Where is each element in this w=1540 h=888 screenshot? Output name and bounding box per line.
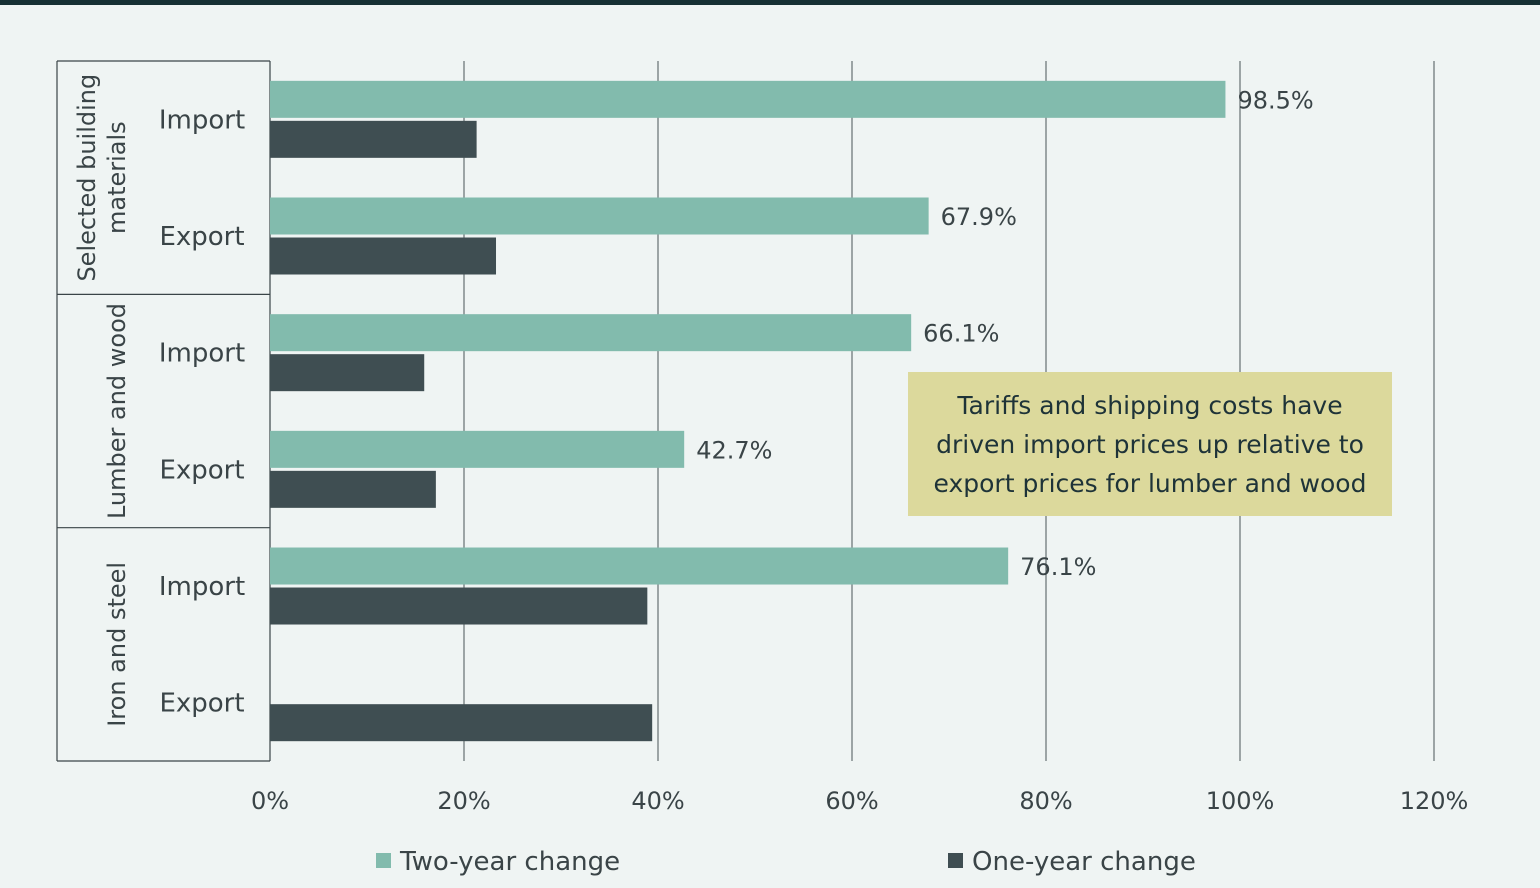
group-label: Selected buildingmaterials <box>73 74 131 282</box>
bar-one-year <box>270 704 653 742</box>
bar-one-year <box>270 120 477 158</box>
x-tick-label: 40% <box>631 787 684 815</box>
legend-swatch <box>948 853 963 868</box>
x-axis-ticks: 0% 20% 40% 60% 80% 100% 120% <box>251 787 1468 815</box>
x-tick-label: 80% <box>1019 787 1072 815</box>
bars <box>270 80 1226 742</box>
bar-two-year <box>270 80 1226 118</box>
category-label: Import <box>159 105 245 135</box>
group-label: Lumber and wood <box>103 303 131 519</box>
x-tick-label: 20% <box>437 787 490 815</box>
top-rule <box>0 0 1540 5</box>
group-label-line: materials <box>103 121 131 234</box>
group-label: Iron and steel <box>103 562 131 727</box>
gridlines <box>463 61 1435 761</box>
legend-label: One-year change <box>972 847 1196 877</box>
category-label: Export <box>159 689 244 719</box>
data-label: 76.1% <box>1020 553 1096 581</box>
data-label: 67.9% <box>941 203 1017 231</box>
x-tick-label: 120% <box>1400 787 1469 815</box>
x-tick-label: 60% <box>825 787 878 815</box>
bar-one-year <box>270 587 648 625</box>
bar-one-year <box>270 354 425 392</box>
legend-swatch <box>376 853 391 868</box>
annotation-text: Tariffs and shipping costs have driven i… <box>933 390 1367 498</box>
category-labels: Import Export Import Export Import Export <box>159 105 245 718</box>
data-label: 98.5% <box>1237 86 1313 114</box>
bar-two-year <box>270 547 1009 585</box>
legend: Two-year change One-year change <box>376 847 1196 877</box>
data-label: 66.1% <box>923 320 999 348</box>
category-label: Export <box>159 222 244 252</box>
x-tick-label: 0% <box>251 787 289 815</box>
legend-label: Two-year change <box>399 847 620 877</box>
bar-two-year <box>270 430 685 468</box>
group-labels: Selected buildingmaterials Lumber and woo… <box>73 74 131 727</box>
data-label: 42.7% <box>696 436 772 464</box>
bar-one-year <box>270 237 497 275</box>
category-frame <box>56 60 271 762</box>
bar-two-year <box>270 314 912 352</box>
bar-one-year <box>270 470 436 508</box>
category-label: Import <box>159 572 245 602</box>
group-label-line: Selected building <box>73 74 101 282</box>
data-labels: 98.5% 67.9% 66.1% 42.7% 76.1% <box>696 86 1314 581</box>
x-tick-label: 100% <box>1206 787 1275 815</box>
category-label: Import <box>159 339 245 369</box>
bar-two-year <box>270 197 929 235</box>
category-label: Export <box>159 455 244 485</box>
annotation-callout: Tariffs and shipping costs have driven i… <box>908 372 1392 516</box>
